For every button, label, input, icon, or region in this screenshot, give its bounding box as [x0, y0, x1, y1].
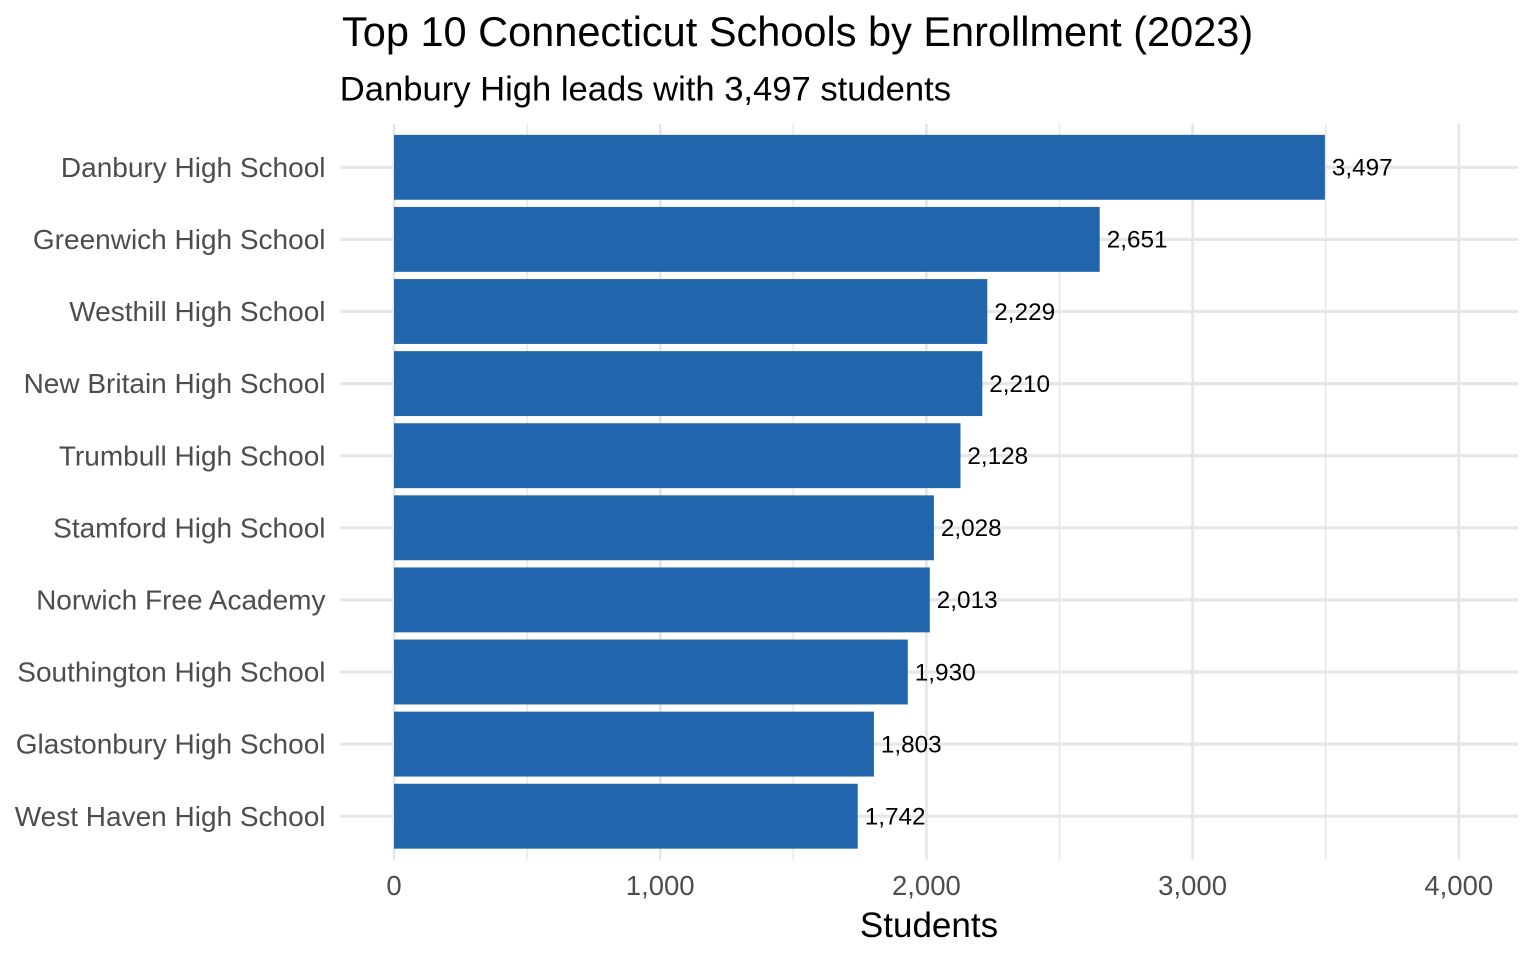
svg-text:2,651: 2,651	[1107, 227, 1168, 254]
svg-text:2,013: 2,013	[937, 587, 998, 614]
svg-text:2,028: 2,028	[941, 515, 1002, 542]
svg-text:Danbury High School: Danbury High School	[61, 152, 326, 183]
svg-text:3,497: 3,497	[1332, 155, 1393, 182]
svg-text:Norwich Free Academy: Norwich Free Academy	[36, 585, 325, 616]
svg-text:Top 10 Connecticut Schools by: Top 10 Connecticut Schools by Enrollment…	[342, 8, 1253, 55]
svg-text:1,803: 1,803	[881, 731, 942, 758]
svg-text:2,210: 2,210	[989, 371, 1050, 398]
svg-text:2,128: 2,128	[967, 443, 1028, 470]
svg-text:Glastonbury High School: Glastonbury High School	[16, 729, 326, 760]
svg-text:Greenwich High School: Greenwich High School	[33, 224, 326, 255]
svg-text:2,000: 2,000	[892, 870, 961, 901]
svg-text:1,000: 1,000	[626, 870, 695, 901]
svg-text:Students: Students	[860, 906, 998, 945]
svg-text:0: 0	[386, 870, 401, 901]
svg-text:Trumbull High School: Trumbull High School	[59, 440, 326, 471]
svg-text:Westhill High School: Westhill High School	[69, 296, 325, 327]
svg-text:Danbury High leads with 3,497: Danbury High leads with 3,497 students	[340, 71, 951, 109]
svg-text:Southington High School: Southington High School	[17, 657, 325, 688]
svg-text:1,930: 1,930	[915, 659, 976, 686]
svg-text:4,000: 4,000	[1424, 870, 1493, 901]
svg-text:Stamford High School: Stamford High School	[53, 512, 325, 543]
svg-text:New Britain High School: New Britain High School	[24, 368, 326, 399]
svg-text:2,229: 2,229	[994, 299, 1055, 326]
svg-text:3,000: 3,000	[1158, 870, 1227, 901]
svg-text:West Haven High School: West Haven High School	[15, 801, 326, 832]
svg-text:1,742: 1,742	[865, 804, 926, 831]
